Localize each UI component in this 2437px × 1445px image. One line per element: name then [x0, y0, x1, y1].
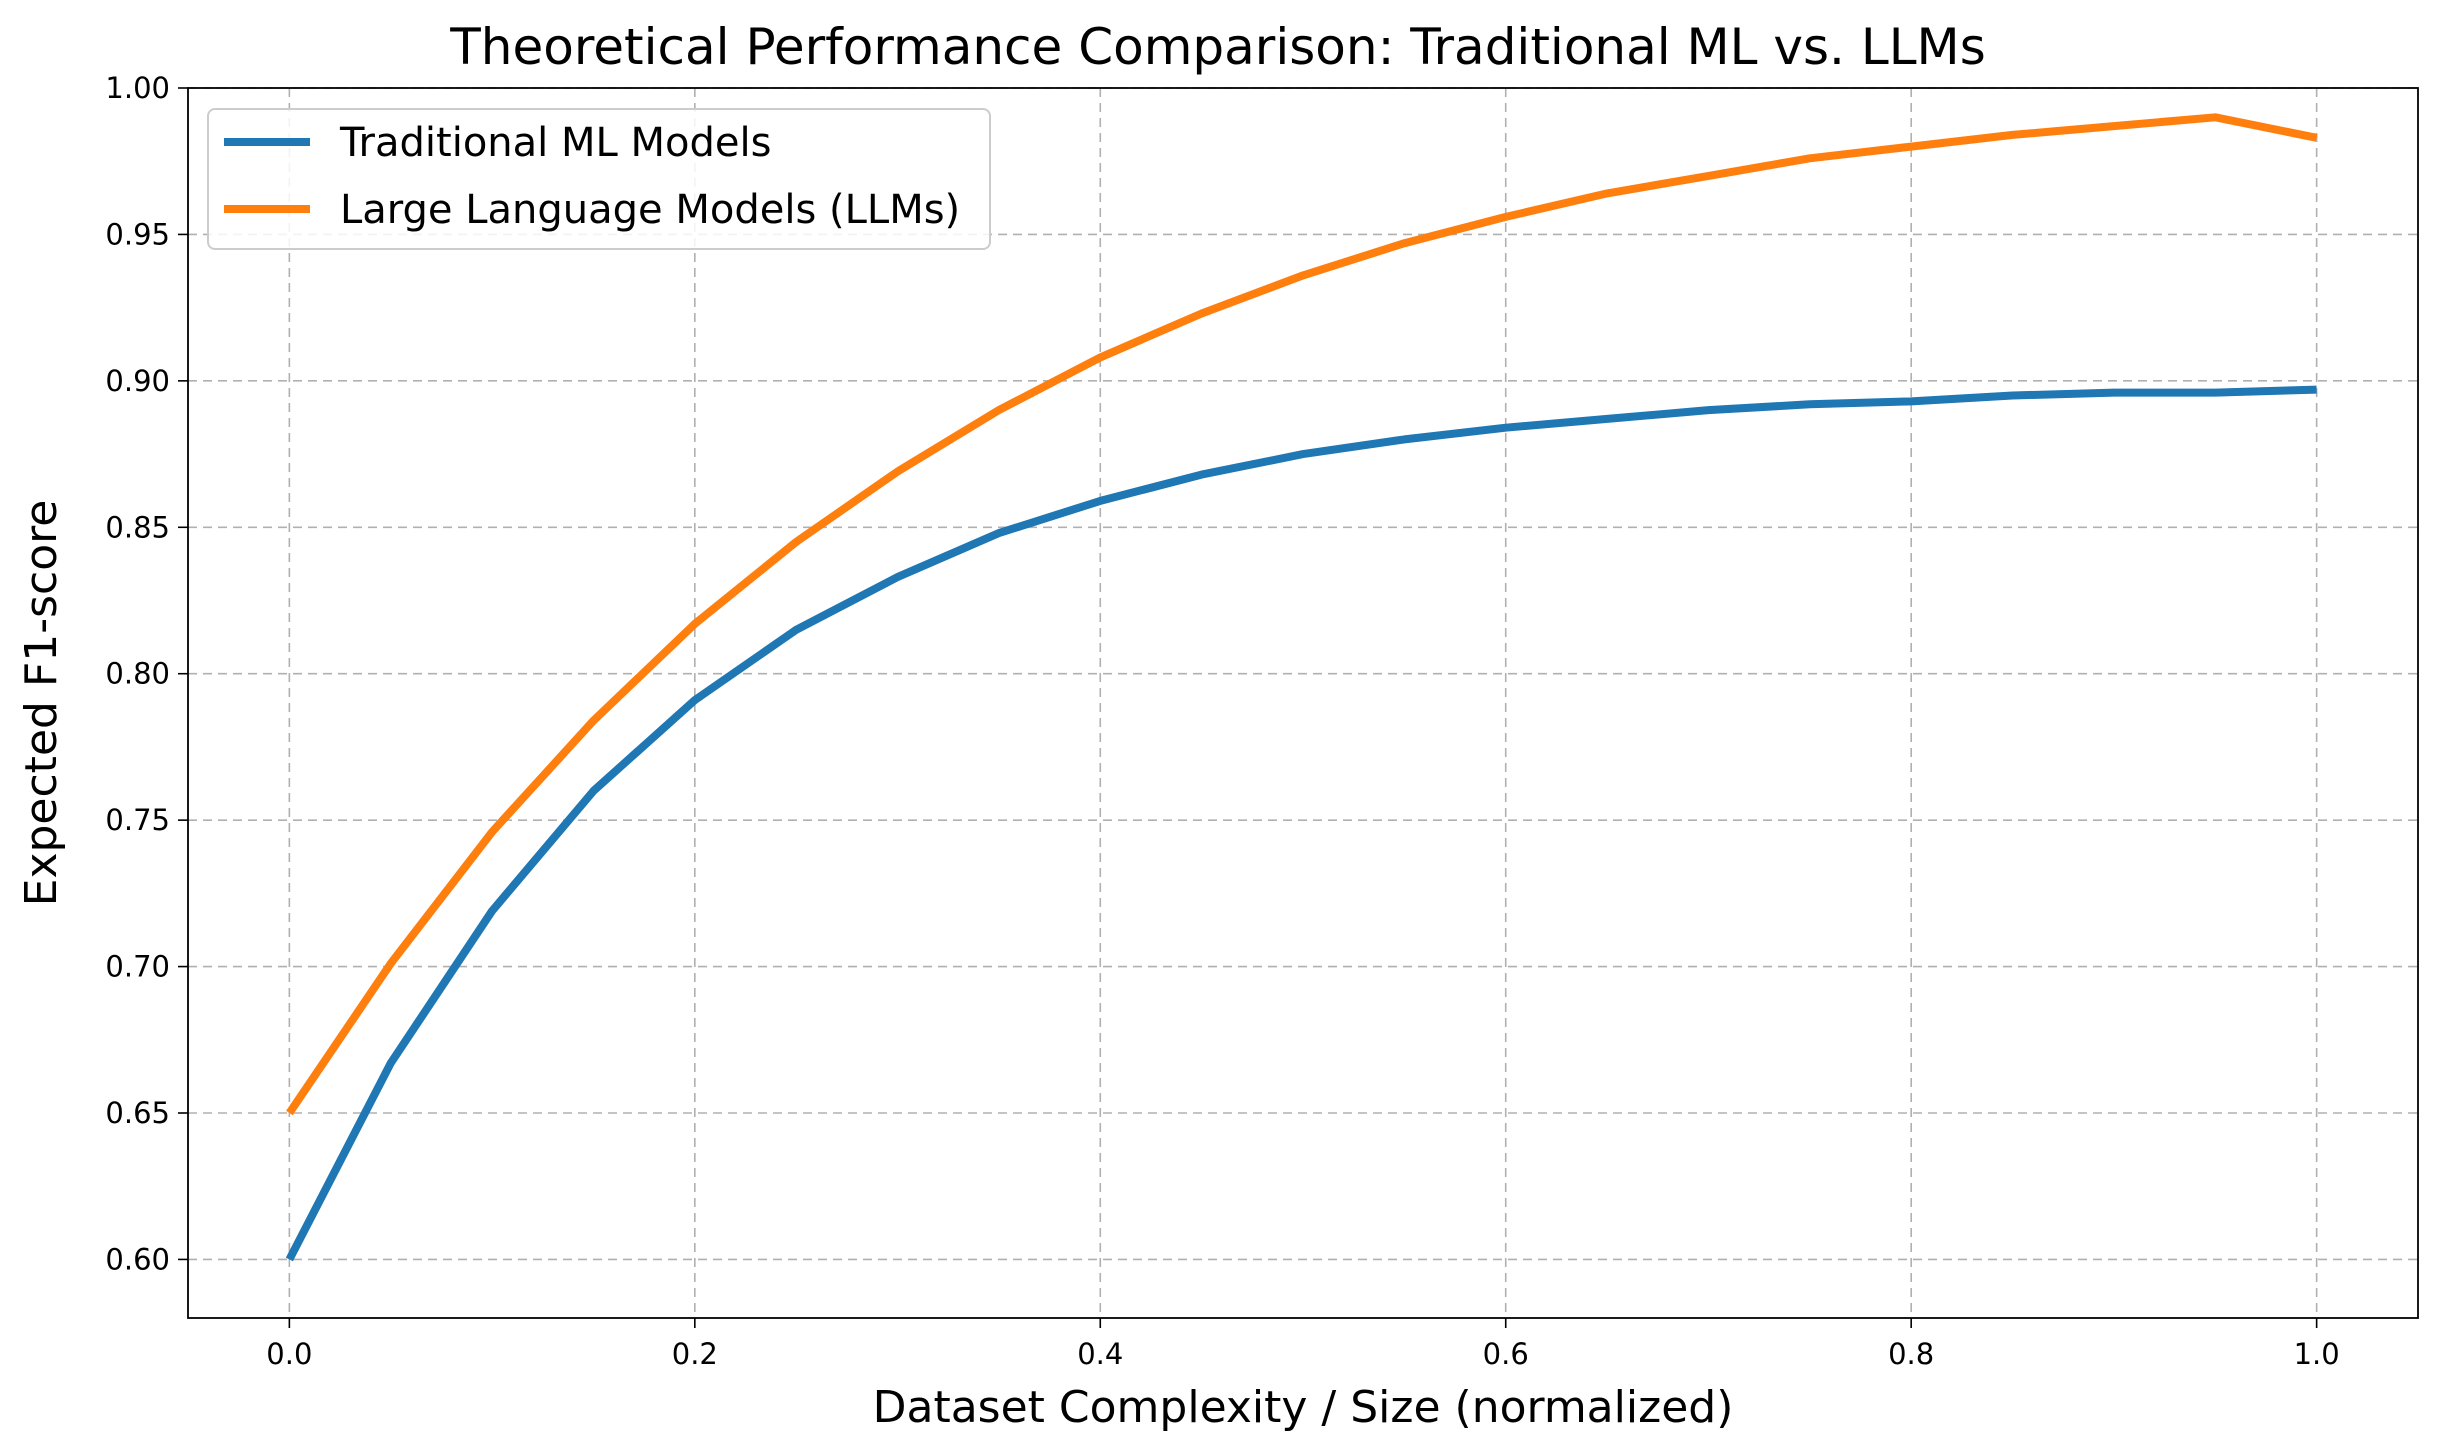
y-tick-label: 0.75	[105, 803, 170, 837]
x-tick-label: 0.0	[266, 1337, 312, 1371]
x-tick-label: 0.2	[672, 1337, 718, 1371]
y-tick-label: 0.85	[105, 510, 170, 544]
x-tick-label: 0.4	[1077, 1337, 1123, 1371]
x-axis-label: Dataset Complexity / Size (normalized)	[873, 1382, 1734, 1433]
y-tick-label: 0.70	[105, 950, 170, 984]
x-axis-ticks: 0.0 0.2 0.4 0.6 0.8 1.0	[266, 1318, 2340, 1371]
series-line-llms	[286, 113, 2318, 1116]
x-tick-label: 1.0	[2294, 1337, 2340, 1371]
y-tick-label: 0.60	[105, 1242, 170, 1276]
series-lines	[285, 113, 2318, 1262]
y-tick-label: 1.00	[105, 71, 170, 105]
series-line-traditional-ml	[285, 385, 2317, 1262]
legend: Traditional ML Models Large Language Mod…	[207, 108, 991, 250]
x-tick-label: 0.8	[1888, 1337, 1934, 1371]
plot-frame	[187, 87, 2419, 1319]
y-axis-ticks: 0.60 0.65 0.70 0.75 0.80 0.85 0.90 0.95 1.00	[105, 71, 188, 1276]
legend-label-llms: Large Language Models (LLMs)	[340, 187, 960, 233]
legend-label-traditional-ml: Traditional ML Models	[339, 120, 771, 166]
chart-title: Theoretical Performance Comparison: Trad…	[449, 18, 1986, 76]
grid-lines	[188, 87, 2418, 1318]
x-tick-label: 0.6	[1483, 1337, 1529, 1371]
y-tick-label: 0.80	[105, 657, 170, 691]
y-tick-label: 0.90	[105, 364, 170, 398]
y-axis-label: Expected F1-score	[16, 500, 67, 907]
legend-box	[207, 108, 991, 250]
y-tick-label: 0.65	[105, 1096, 170, 1130]
y-tick-label: 0.95	[105, 217, 170, 251]
